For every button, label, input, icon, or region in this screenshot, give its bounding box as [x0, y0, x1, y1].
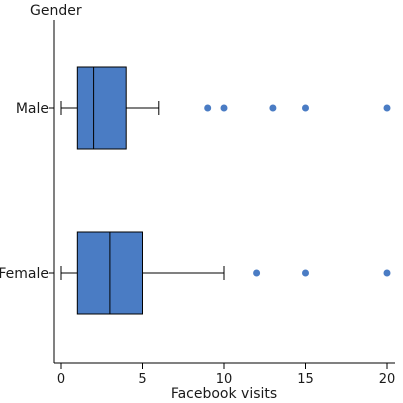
plot-area	[60, 66, 391, 315]
outlier-point	[220, 104, 228, 112]
x-axis-title: Facebook visits	[171, 386, 277, 402]
outlier-point	[383, 104, 391, 112]
y-tick-label: Male	[16, 101, 49, 117]
outlier-point	[253, 269, 261, 277]
x-tick-label: 10	[216, 372, 233, 387]
x-tick-label: 20	[379, 372, 396, 387]
iqr-box	[76, 66, 127, 150]
x-tick-label: 15	[297, 372, 314, 387]
x-axis-ticks: 0 5 10 15 20	[57, 363, 395, 387]
box-group-female	[60, 231, 391, 315]
y-tick-label: Female	[0, 266, 49, 282]
outlier-point	[204, 104, 212, 112]
outlier-point	[383, 269, 391, 277]
box-group-male	[60, 66, 391, 150]
outlier-point	[269, 104, 277, 112]
y-axis-title: Gender	[30, 3, 82, 19]
x-tick-label: 0	[57, 372, 65, 387]
y-axis-ticks: Male Female	[0, 101, 54, 282]
x-tick-label: 5	[138, 372, 146, 387]
outlier-point	[302, 104, 309, 112]
outlier-point	[302, 269, 309, 277]
